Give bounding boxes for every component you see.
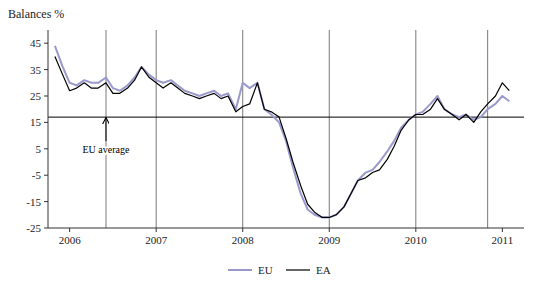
vertical-line — [105, 30, 106, 228]
y-axis — [48, 30, 49, 228]
y-tick — [44, 228, 48, 229]
vertical-line — [242, 30, 243, 228]
legend-swatch — [286, 269, 310, 270]
y-tick-label: 5 — [36, 143, 42, 155]
y-tick-label: 45 — [30, 37, 42, 49]
y-tick — [44, 122, 48, 123]
series-line — [55, 56, 509, 217]
y-tick — [44, 175, 48, 176]
x-axis — [48, 228, 524, 229]
x-tick-label: 2009 — [318, 234, 341, 246]
chart: Balances % 45 35 25 15 5 -5 -15 -25 2006 2007 2008 2… — [0, 0, 539, 286]
vertical-line — [415, 30, 416, 228]
y-tick-label: 25 — [30, 90, 42, 102]
reference-line — [48, 117, 524, 118]
x-tick — [242, 228, 243, 232]
vertical-line — [329, 30, 330, 228]
y-tick — [44, 43, 48, 44]
legend-label: EA — [316, 264, 331, 276]
legend-swatch — [228, 269, 252, 271]
legend-label: EU — [258, 264, 273, 276]
y-tick — [44, 69, 48, 70]
x-tick — [69, 228, 70, 232]
x-tick-label: 2008 — [232, 234, 255, 246]
annotation-text: EU average — [83, 144, 130, 155]
y-tick — [44, 148, 48, 149]
y-tick — [44, 96, 48, 97]
x-tick-label: 2006 — [59, 234, 82, 246]
series-line — [55, 46, 509, 218]
y-tick-label: -5 — [32, 169, 42, 181]
x-tick-label: 2010 — [405, 234, 428, 246]
y-tick — [44, 201, 48, 202]
x-tick — [156, 228, 157, 232]
y-tick-label: 35 — [30, 64, 42, 76]
annotation-arrow — [105, 118, 106, 141]
plot-area — [48, 30, 524, 228]
x-tick-label: 2007 — [145, 234, 168, 246]
y-tick-label: -15 — [26, 196, 41, 208]
vertical-line — [487, 30, 488, 228]
y-tick-label: 15 — [30, 116, 42, 128]
x-tick — [329, 228, 330, 232]
y-tick-label: -25 — [26, 222, 41, 234]
x-tick — [502, 228, 503, 232]
x-tick-label: 2011 — [492, 234, 514, 246]
vertical-line — [156, 30, 157, 228]
legend: EU EA — [228, 264, 331, 276]
x-tick — [415, 228, 416, 232]
y-axis-label: Balances % — [8, 7, 64, 21]
